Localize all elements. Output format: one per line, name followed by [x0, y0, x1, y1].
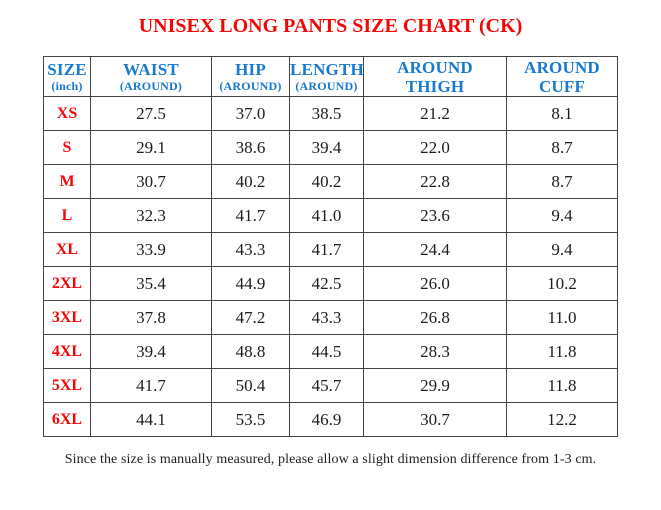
- table-row: S 29.1 38.6 39.4 22.0 8.7: [43, 130, 618, 165]
- thigh-cell: 22.0: [363, 130, 507, 165]
- waist-cell: 29.1: [90, 130, 212, 165]
- cuff-cell: 9.4: [506, 232, 618, 267]
- size-cell: 3XL: [43, 300, 91, 335]
- size-cell: 5XL: [43, 368, 91, 403]
- table-row: 2XL 35.4 44.9 42.5 26.0 10.2: [43, 266, 618, 301]
- size-cell: 2XL: [43, 266, 91, 301]
- thigh-cell: 22.8: [363, 164, 507, 199]
- thigh-cell: 24.4: [363, 232, 507, 267]
- column-header-size: SIZE (inch): [43, 56, 91, 97]
- cuff-cell: 11.8: [506, 334, 618, 369]
- cuff-cell: 8.7: [506, 164, 618, 199]
- column-header-length: LENGTH (AROUND): [289, 56, 364, 97]
- hip-cell: 53.5: [211, 402, 290, 437]
- hip-cell: 43.3: [211, 232, 290, 267]
- size-chart-page: UNISEX LONG PANTS SIZE CHART (CK) SIZE (…: [43, 15, 618, 467]
- column-header-sublabel: (AROUND): [295, 79, 358, 93]
- length-cell: 43.3: [289, 300, 364, 335]
- length-cell: 46.9: [289, 402, 364, 437]
- table-row: 5XL 41.7 50.4 45.7 29.9 11.8: [43, 368, 618, 403]
- size-cell: XL: [43, 232, 91, 267]
- column-header-sublabel: (AROUND): [219, 79, 282, 93]
- column-header-label: WAIST: [123, 60, 179, 79]
- header-row: SIZE (inch) WAIST (AROUND) HIP (AROUND) …: [43, 56, 618, 97]
- cuff-cell: 11.0: [506, 300, 618, 335]
- hip-cell: 40.2: [211, 164, 290, 199]
- cuff-cell: 9.4: [506, 198, 618, 233]
- column-header-label: AROUND: [397, 57, 473, 77]
- page-title: UNISEX LONG PANTS SIZE CHART (CK): [138, 15, 523, 37]
- size-cell: 6XL: [43, 402, 91, 437]
- thigh-cell: 29.9: [363, 368, 507, 403]
- hip-cell: 44.9: [211, 266, 290, 301]
- table-row: 3XL 37.8 47.2 43.3 26.8 11.0: [43, 300, 618, 335]
- column-header-sublabel: (inch): [51, 79, 83, 93]
- length-cell: 41.0: [289, 198, 364, 233]
- waist-cell: 35.4: [90, 266, 212, 301]
- table-row: XL 33.9 43.3 41.7 24.4 9.4: [43, 232, 618, 267]
- thigh-cell: 26.0: [363, 266, 507, 301]
- length-cell: 41.7: [289, 232, 364, 267]
- column-header-label: HIP: [235, 60, 266, 79]
- waist-cell: 41.7: [90, 368, 212, 403]
- table-row: 4XL 39.4 48.8 44.5 28.3 11.8: [43, 334, 618, 369]
- size-chart-table: SIZE (inch) WAIST (AROUND) HIP (AROUND) …: [43, 56, 618, 437]
- cuff-cell: 10.2: [506, 266, 618, 301]
- length-cell: 44.5: [289, 334, 364, 369]
- column-header-label: LENGTH: [290, 60, 364, 79]
- size-cell: 4XL: [43, 334, 91, 369]
- column-header-hip: HIP (AROUND): [211, 56, 290, 97]
- waist-cell: 30.7: [90, 164, 212, 199]
- size-cell: S: [43, 130, 91, 165]
- size-cell: L: [43, 198, 91, 233]
- length-cell: 45.7: [289, 368, 364, 403]
- waist-cell: 27.5: [90, 96, 212, 131]
- cuff-cell: 8.7: [506, 130, 618, 165]
- hip-cell: 41.7: [211, 198, 290, 233]
- hip-cell: 47.2: [211, 300, 290, 335]
- thigh-cell: 23.6: [363, 198, 507, 233]
- waist-cell: 37.8: [90, 300, 212, 335]
- column-header-label: SIZE: [47, 60, 87, 79]
- table-row: 6XL 44.1 53.5 46.9 30.7 12.2: [43, 402, 618, 437]
- thigh-cell: 28.3: [363, 334, 507, 369]
- column-header-waist: WAIST (AROUND): [90, 56, 212, 97]
- hip-cell: 37.0: [211, 96, 290, 131]
- waist-cell: 33.9: [90, 232, 212, 267]
- column-header-around-cuff: AROUND CUFF: [506, 56, 618, 97]
- thigh-cell: 30.7: [363, 402, 507, 437]
- column-header-label: AROUND: [524, 57, 600, 77]
- waist-cell: 32.3: [90, 198, 212, 233]
- size-cell: XS: [43, 96, 91, 131]
- column-header-sublabel: (AROUND): [119, 79, 183, 93]
- waist-cell: 39.4: [90, 334, 212, 369]
- thigh-cell: 21.2: [363, 96, 507, 131]
- size-cell: M: [43, 164, 91, 199]
- column-header-sublabel: THIGH: [405, 76, 465, 96]
- length-cell: 42.5: [289, 266, 364, 301]
- table-row: XS 27.5 37.0 38.5 21.2 8.1: [43, 96, 618, 131]
- column-header-around-thigh: AROUND THIGH: [363, 56, 507, 97]
- cuff-cell: 11.8: [506, 368, 618, 403]
- footnote: Since the size is manually measured, ple…: [64, 452, 597, 467]
- length-cell: 40.2: [289, 164, 364, 199]
- table-row: L 32.3 41.7 41.0 23.6 9.4: [43, 198, 618, 233]
- table-row: M 30.7 40.2 40.2 22.8 8.7: [43, 164, 618, 199]
- waist-cell: 44.1: [90, 402, 212, 437]
- cuff-cell: 12.2: [506, 402, 618, 437]
- hip-cell: 50.4: [211, 368, 290, 403]
- length-cell: 38.5: [289, 96, 364, 131]
- hip-cell: 48.8: [211, 334, 290, 369]
- thigh-cell: 26.8: [363, 300, 507, 335]
- column-header-sublabel: CUFF: [538, 76, 586, 96]
- hip-cell: 38.6: [211, 130, 290, 165]
- cuff-cell: 8.1: [506, 96, 618, 131]
- length-cell: 39.4: [289, 130, 364, 165]
